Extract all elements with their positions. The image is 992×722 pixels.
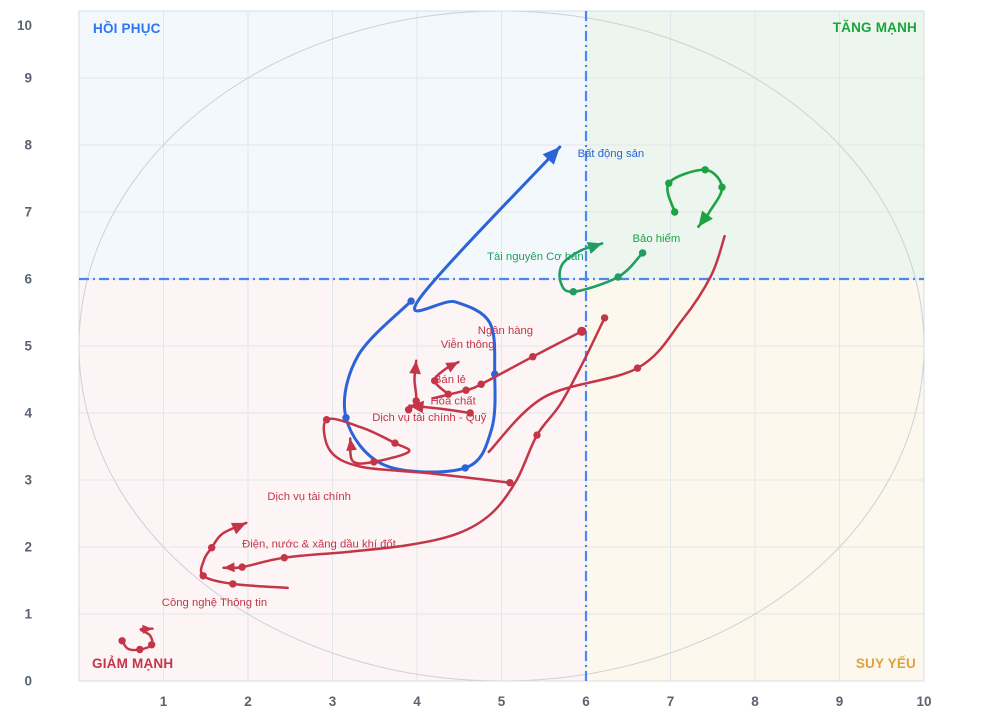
y-tick-label: 9 [24, 71, 32, 86]
x-tick-label: 10 [916, 694, 931, 709]
x-tick-label: 7 [667, 694, 675, 709]
trail-path [342, 145, 562, 474]
trail-bat-dong-san[interactable] [342, 145, 562, 474]
trail-bao-hiem[interactable] [665, 166, 726, 228]
trail-dich-vu-tai-chinh-quy[interactable] [322, 416, 514, 487]
trail-point [238, 563, 246, 571]
trail-point [322, 416, 331, 424]
y-tick-label: 10 [17, 18, 32, 33]
trail-arrowhead [445, 362, 459, 373]
trail-point [718, 183, 726, 191]
trail-path [487, 234, 726, 454]
trail-point [229, 580, 237, 588]
trail-cong-nghe-thong-tin[interactable] [118, 624, 156, 654]
trail-point [506, 479, 514, 487]
y-tick-label: 2 [24, 540, 32, 555]
trail-point [633, 364, 642, 372]
trail-tai-nguyen-co-ban[interactable] [558, 242, 647, 296]
y-tick-label: 8 [24, 138, 32, 153]
trail-ban-le[interactable] [431, 360, 460, 398]
trail-label-bat-dong-san: Bất động sản [578, 148, 645, 160]
trail-label-dich-vu-tai-chinh-quy: Dịch vụ tài chính - Quỹ [372, 412, 487, 424]
trail-label-dien-nuoc-xang-dau: Điện, nước & xăng dầu khí đốt [242, 539, 397, 551]
y-tick-label: 4 [24, 406, 32, 421]
trail-point [391, 439, 399, 447]
trail-point [466, 409, 474, 417]
trail-dich-vu-tai-chinh[interactable] [199, 521, 289, 590]
trail-point [665, 179, 673, 187]
trail-label-ban-le: Bán lẻ [434, 374, 466, 386]
x-tick-label: 2 [244, 694, 252, 709]
trail-point [569, 288, 577, 296]
trail-label-hoa-chat: Hóa chất [431, 395, 477, 407]
x-tick-label: 1 [160, 694, 168, 709]
x-tick-label: 9 [836, 694, 844, 709]
trail-ngan-hang-2[interactable] [487, 234, 726, 454]
trail-point [600, 314, 609, 322]
trail-dien-nuoc-xang-dau[interactable] [222, 314, 609, 573]
trail-ngan-hang[interactable] [431, 326, 587, 400]
trail-point [404, 406, 413, 414]
trail-point [444, 390, 452, 398]
trail-arrowhead [223, 562, 235, 573]
trail-label-vien-thong: Viễn thông [441, 338, 495, 351]
trail-point [529, 353, 537, 361]
trail-hoa-chat[interactable] [408, 400, 474, 417]
trail-label-tai-nguyen-co-ban: Tài nguyên Cơ bản [487, 251, 584, 263]
trail-arrowhead [230, 522, 247, 535]
y-tick-label: 1 [24, 607, 32, 622]
trail-arrowhead [409, 360, 421, 375]
trail-label-ngan-hang: Ngân hàng [478, 325, 533, 337]
trail-point [577, 326, 587, 336]
trail-path [322, 417, 512, 484]
x-tick-label: 5 [498, 694, 506, 709]
trail-point [199, 572, 207, 580]
trail-arrowhead [698, 210, 713, 227]
quadrant-label-top-left: HỒI PHỤC [93, 21, 161, 36]
trail-point [136, 645, 144, 654]
y-tick-label: 3 [24, 473, 32, 488]
trail-arrowhead [409, 400, 424, 414]
trail-point [533, 431, 541, 439]
x-tick-label: 4 [413, 694, 421, 709]
trail-point [208, 544, 216, 552]
trail-arrowhead [142, 624, 153, 634]
quadrant-label-bottom-right: SUY YẾU [856, 656, 916, 671]
y-tick-label: 0 [24, 674, 32, 689]
y-tick-label: 7 [24, 205, 32, 220]
quadrant-label-top-right: TĂNG MẠNH [833, 20, 917, 35]
trail-arrowhead [586, 242, 603, 254]
trail-point [370, 458, 378, 466]
trail-point [671, 208, 679, 216]
x-tick-label: 6 [582, 694, 590, 709]
trail-point [431, 377, 439, 385]
trail-point [477, 380, 485, 388]
trail-point [638, 249, 647, 257]
trail-point [148, 641, 156, 649]
trail-label-cong-nghe-thong-tin: Công nghệ Thông tin [162, 597, 267, 609]
plot-border [78, 10, 925, 682]
trail-point [461, 464, 469, 472]
trail-point [280, 554, 288, 562]
y-tick-label: 5 [24, 339, 32, 354]
x-tick-label: 3 [329, 694, 337, 709]
trail-point [407, 297, 415, 305]
trail-point [118, 637, 126, 645]
trail-point [412, 397, 420, 405]
trail-label-bao-hiem: Bảo hiểm [633, 233, 681, 245]
trail-arrowhead [542, 147, 560, 165]
trail-point [462, 386, 470, 394]
x-tick-label: 8 [751, 694, 759, 709]
quadrant-label-bottom-left: GIẢM MẠNH [92, 656, 173, 671]
trail-point [701, 166, 709, 174]
trail-point [342, 414, 350, 422]
trail-label-dich-vu-tai-chinh: Dịch vụ tài chính [267, 491, 351, 503]
y-tick-label: 6 [24, 272, 32, 287]
trail-arrowhead [346, 438, 357, 451]
trail-point [614, 273, 622, 281]
